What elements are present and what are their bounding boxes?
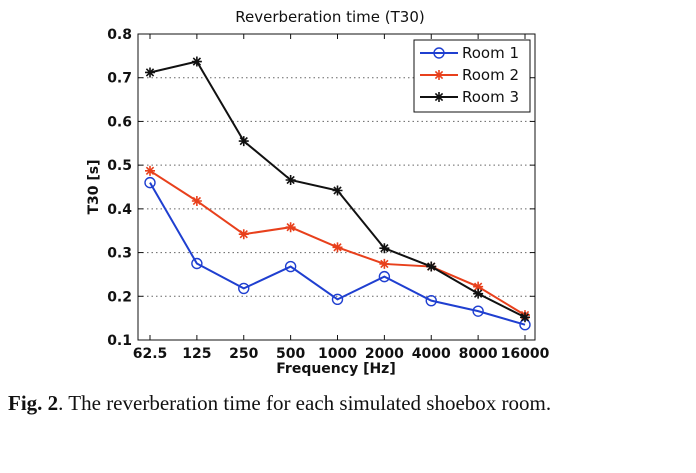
circle-marker — [191, 257, 203, 270]
figure-caption: Fig. 2. The reverberation time for each … — [8, 388, 680, 418]
y-tick-label: 0.5 — [107, 158, 132, 174]
asterisk-marker — [379, 243, 390, 254]
circle-marker — [433, 47, 445, 59]
series-room-3 — [145, 56, 530, 323]
y-axis-label: T30 [s] — [86, 159, 102, 214]
asterisk-marker — [473, 288, 484, 299]
asterisk-marker — [332, 242, 343, 253]
legend-entry: Room 1 — [420, 44, 519, 62]
asterisk-marker — [238, 136, 249, 147]
x-axis-label: Frequency [Hz] — [276, 361, 395, 377]
y-tick-label: 0.4 — [107, 202, 132, 218]
plot-frame — [137, 33, 536, 341]
circle-marker — [472, 305, 484, 317]
asterisk-marker — [520, 312, 530, 323]
axis-ticks: 0.1 0.2 0.3 0.4 0.5 0.6 0.7 0.8 62.5 125 250 500 100… — [107, 27, 549, 362]
y-tick-label: 0.6 — [107, 114, 132, 130]
asterisk-marker — [332, 185, 343, 196]
y-tick-label: 0.7 — [107, 71, 132, 87]
grid-lines — [138, 77, 535, 297]
asterisk-marker — [191, 56, 202, 67]
asterisk-marker — [238, 229, 249, 240]
caption-text: . The reverberation time for each simula… — [58, 391, 552, 415]
legend-label: Room 3 — [462, 88, 519, 106]
x-tick-label: 62.5 — [133, 346, 168, 362]
series-layer — [144, 56, 531, 331]
asterisk-marker — [285, 222, 296, 233]
asterisk-marker — [434, 70, 444, 80]
circle-marker — [331, 293, 344, 306]
circle-marker — [284, 260, 297, 273]
asterisk-marker — [426, 261, 437, 272]
legend-label: Room 2 — [462, 66, 519, 84]
y-tick-label: 0.8 — [107, 27, 132, 43]
circle-marker — [378, 270, 391, 283]
chart-container: Reverberation time (T30) 0.1 0.2 0.3 0.4 0.5… — [86, 8, 550, 377]
asterisk-marker — [285, 175, 296, 186]
legend-label: Room 1 — [462, 44, 519, 62]
x-tick-label: 125 — [182, 346, 211, 362]
asterisk-marker — [145, 67, 155, 78]
y-tick-label: 0.2 — [107, 289, 132, 305]
x-tick-label: 8000 — [459, 346, 498, 362]
line-chart: Reverberation time (T30) 0.1 0.2 0.3 0.4 0.5… — [86, 8, 550, 377]
asterisk-marker — [191, 195, 202, 206]
x-tick-label: 500 — [276, 346, 305, 362]
series-room-1 — [144, 176, 531, 331]
x-tick-label: 250 — [229, 346, 258, 362]
chart-title: Reverberation time (T30) — [235, 8, 424, 26]
legend: Room 1 Room 2 Room 3 — [413, 39, 531, 113]
x-tick-label: 4000 — [412, 346, 451, 362]
y-tick-label: 0.3 — [107, 246, 132, 262]
asterisk-marker — [379, 258, 390, 269]
asterisk-marker — [473, 281, 484, 292]
legend-entry: Room 3 — [420, 88, 519, 106]
circle-marker — [238, 282, 250, 295]
x-tick-label: 16000 — [501, 346, 550, 362]
x-tick-label: 1000 — [318, 346, 357, 362]
x-tick-label: 2000 — [365, 346, 404, 362]
y-tick-label: 0.1 — [107, 333, 132, 349]
asterisk-marker — [434, 92, 444, 102]
circle-marker — [144, 176, 156, 189]
circle-marker — [425, 294, 437, 307]
legend-entry: Room 2 — [420, 66, 519, 84]
figure-label: Fig. 2 — [8, 391, 59, 415]
asterisk-marker — [145, 165, 155, 176]
series-line — [149, 182, 526, 326]
